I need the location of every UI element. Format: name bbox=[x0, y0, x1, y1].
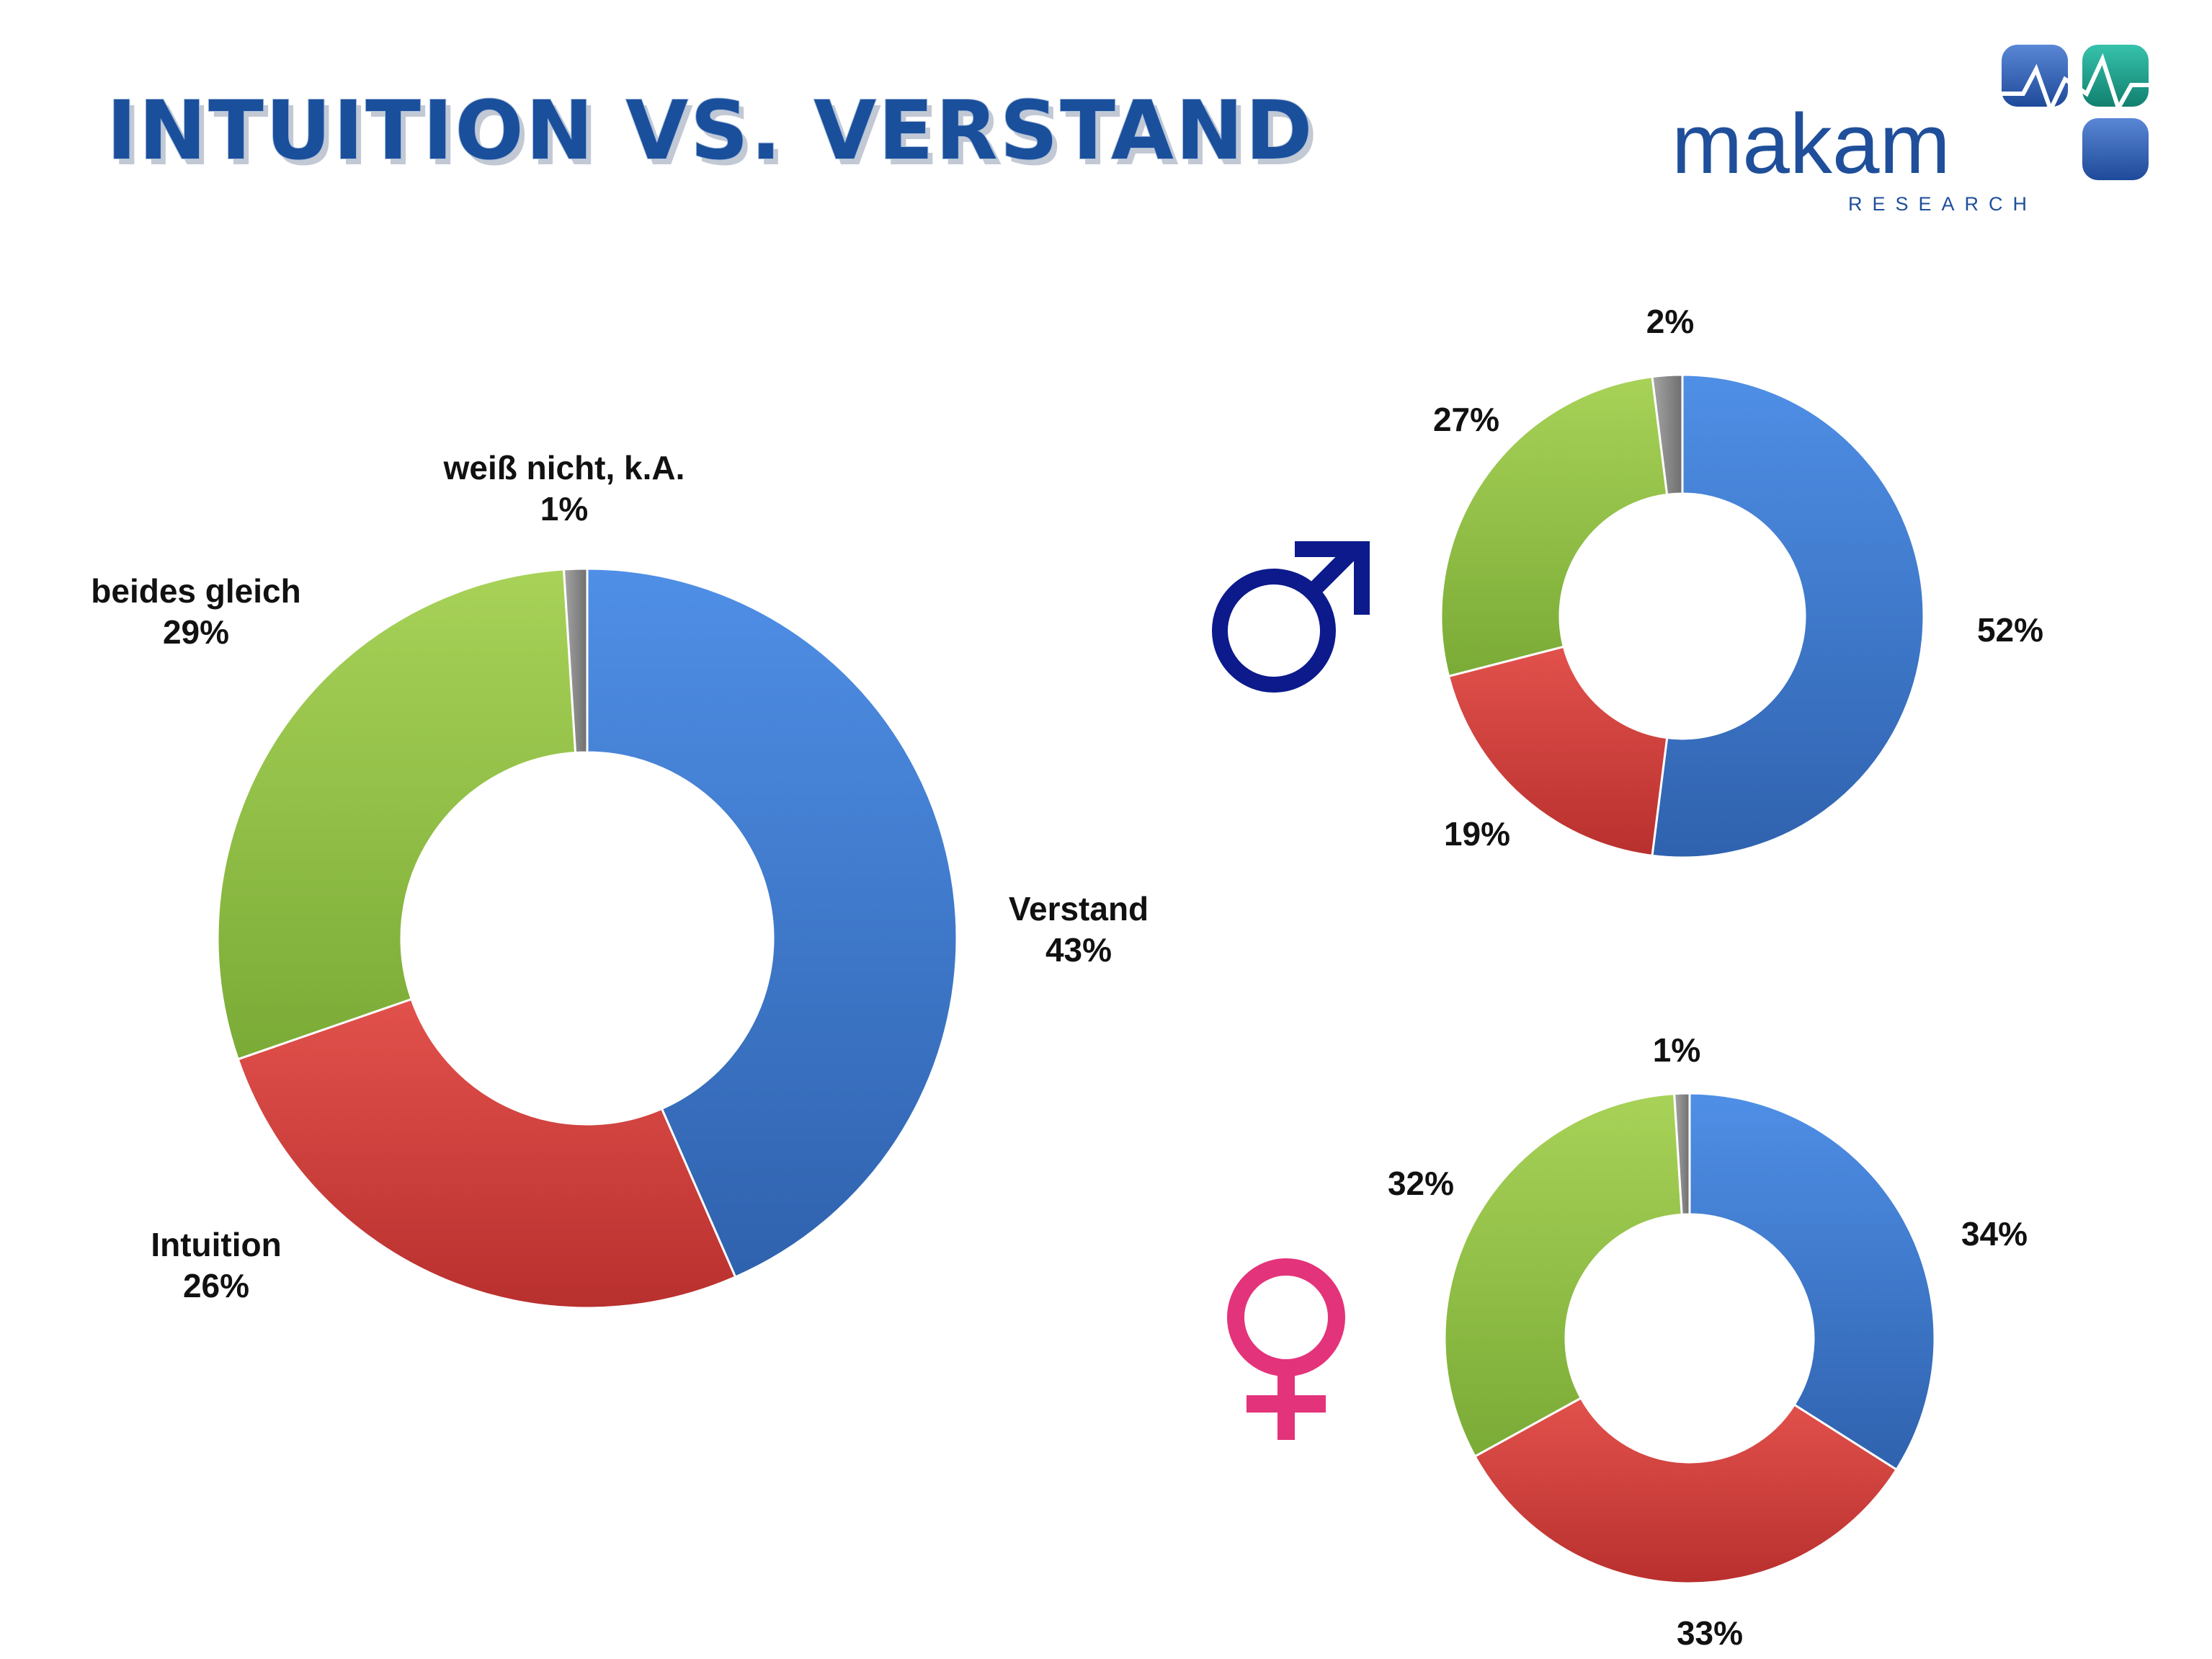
label-total-intuition-value: 26% bbox=[183, 1267, 249, 1304]
page-title-shadow: INTUITION VS. VERSTAND bbox=[112, 90, 1320, 184]
label-female-verstand-value: 34% bbox=[1961, 1215, 2028, 1253]
label-total-both-name: beides gleich bbox=[91, 572, 300, 610]
logo-tile-teal-icon bbox=[2082, 45, 2149, 107]
logo-subtitle: RESEARCH bbox=[1848, 193, 2037, 215]
label-female-dontknow-value: 1% bbox=[1653, 1031, 1700, 1069]
label-total-dontknow-name: weiß nicht, k.A. bbox=[443, 449, 685, 486]
logo-wordmark: makam bbox=[1672, 97, 1950, 192]
label-male-verstand-value: 52% bbox=[1977, 611, 2043, 649]
label-male-both-value: 27% bbox=[1433, 401, 1499, 438]
label-female-both-value: 32% bbox=[1388, 1165, 1454, 1202]
donut-chart-total bbox=[216, 567, 958, 1309]
logo-heartbeat-icon bbox=[2002, 53, 2149, 115]
label-total-intuition-name: Intuition bbox=[151, 1226, 281, 1263]
label-female-intuition-value: 33% bbox=[1677, 1614, 1743, 1652]
donut-slice-male-wei-nicht-k-a- bbox=[1651, 373, 1684, 497]
donut-slice-total-beides-gleich bbox=[216, 568, 577, 1061]
donut-chart-female bbox=[1443, 1092, 1936, 1585]
female-symbol-icon bbox=[1227, 1258, 1345, 1440]
donut-slice-male-intuition bbox=[1447, 645, 1669, 858]
label-total-dontknow-value: 1% bbox=[540, 490, 588, 528]
page-title: INTUITION VS. VERSTAND bbox=[107, 84, 1315, 178]
donut-chart-male bbox=[1440, 373, 1925, 859]
donut-slice-male-verstand bbox=[1651, 373, 1925, 859]
label-total-verstand-name: Verstand bbox=[1009, 890, 1149, 928]
label-total-verstand-value: 43% bbox=[1045, 931, 1112, 969]
donut-slice-total-wei-nicht-k-a- bbox=[562, 567, 589, 755]
donut-slice-total-intuition bbox=[236, 997, 737, 1309]
donut-slice-female-intuition bbox=[1473, 1396, 1899, 1585]
logo-tile-blue-bottom-icon bbox=[2082, 118, 2149, 180]
male-symbol-icon bbox=[1212, 541, 1370, 693]
donut-slice-female-verstand bbox=[1688, 1092, 1936, 1472]
makam-logo: makam RESEARCH bbox=[1672, 45, 2149, 215]
label-male-dontknow-value: 2% bbox=[1646, 303, 1694, 340]
donut-slice-total-verstand bbox=[586, 567, 958, 1278]
label-total-both-value: 29% bbox=[163, 613, 229, 651]
label-male-intuition-value: 19% bbox=[1444, 815, 1510, 853]
donut-slice-male-beides-gleich bbox=[1440, 375, 1669, 678]
donut-slice-female-beides-gleich bbox=[1443, 1093, 1683, 1458]
donut-slice-female-wei-nicht-k-a- bbox=[1673, 1092, 1691, 1216]
